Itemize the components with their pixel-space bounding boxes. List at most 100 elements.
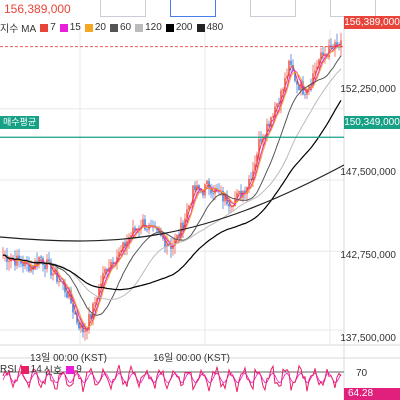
candle-body xyxy=(18,255,20,261)
ma-480-swatch xyxy=(196,23,205,32)
rsi-legend[interactable]: RSI 14 신호 9 xyxy=(0,362,82,377)
candle-body xyxy=(74,312,76,315)
candle-body xyxy=(52,273,54,276)
candle-body xyxy=(28,262,30,272)
ma-legend[interactable]: 지수 MA 7 15 20 60 120 200 480 xyxy=(0,20,223,35)
candle-body xyxy=(166,244,168,247)
candle-body xyxy=(142,219,144,228)
candle-body xyxy=(144,219,146,230)
toolbar-tab-3[interactable] xyxy=(250,0,296,17)
ma-legend-label: 지수 MA xyxy=(0,24,37,35)
candle-body xyxy=(212,193,214,195)
candle-body xyxy=(238,190,240,193)
candle-body xyxy=(40,256,42,259)
toolbar-tab-4[interactable] xyxy=(330,0,376,17)
candle-body xyxy=(282,89,284,91)
candle-body xyxy=(276,103,278,107)
candle-body xyxy=(8,260,10,262)
candle-body xyxy=(274,106,276,117)
candle-body xyxy=(322,52,324,56)
ma-480-line xyxy=(0,164,345,242)
candle-body xyxy=(188,205,190,210)
candle-body xyxy=(94,302,96,304)
ma-200-line xyxy=(3,99,342,291)
candle-body xyxy=(228,203,230,207)
ma-15-swatch xyxy=(59,23,68,32)
candle-body xyxy=(78,322,80,329)
candle-body xyxy=(148,224,150,230)
candle-body xyxy=(258,139,260,155)
candle-body xyxy=(304,94,306,96)
candle-body xyxy=(66,292,68,298)
toolbar-tab-1[interactable] xyxy=(100,0,146,17)
candle-body xyxy=(294,71,296,81)
candle-body xyxy=(266,123,268,136)
toolbar xyxy=(0,0,400,18)
candle-body xyxy=(260,139,262,142)
candle-body xyxy=(32,266,34,270)
price-axis-label: 137,500,000 xyxy=(340,333,396,344)
candle-body xyxy=(192,185,194,204)
ma-7-line xyxy=(3,43,342,332)
candle-body xyxy=(264,135,266,138)
ma-20-line xyxy=(3,44,342,329)
candle-body xyxy=(186,209,188,219)
candle-body xyxy=(198,185,200,190)
ma-120-swatch xyxy=(135,23,144,32)
candle-body xyxy=(118,252,120,257)
candle-body xyxy=(314,70,316,74)
candle-body xyxy=(10,259,12,261)
average-price-badge: 150,349,000 xyxy=(344,116,400,129)
candle-body xyxy=(20,260,22,264)
rsi-value-badge: 64.28 xyxy=(344,388,400,400)
candle-body xyxy=(102,273,104,284)
ma-60-swatch xyxy=(110,23,118,32)
candle-body xyxy=(268,123,270,127)
candle-body xyxy=(44,264,46,270)
candle-body xyxy=(58,281,60,282)
candle-body xyxy=(290,60,292,66)
candle-body xyxy=(288,60,290,77)
rsi-signal-swatch xyxy=(66,365,75,374)
candle-body xyxy=(134,227,136,231)
candle-body xyxy=(72,303,74,313)
candle-body xyxy=(100,283,102,287)
candle-body xyxy=(90,314,92,319)
candle-body xyxy=(98,286,100,299)
candle-body xyxy=(222,191,224,202)
rsi-label: RSI xyxy=(0,364,17,375)
candle-body xyxy=(244,190,246,195)
ma-7-period: 7 xyxy=(50,22,56,33)
candle-body xyxy=(104,268,106,274)
average-price-label: 매수평균 xyxy=(0,116,40,129)
candle-body xyxy=(30,266,32,272)
candle-body xyxy=(156,227,158,231)
candle-body xyxy=(170,245,172,250)
candle-body xyxy=(132,227,134,236)
candle-body xyxy=(128,237,130,242)
candle-body xyxy=(202,192,204,196)
candle-body xyxy=(130,235,132,238)
candle-body xyxy=(162,235,164,239)
toolbar-tab-2[interactable] xyxy=(170,0,216,17)
time-axis-label: 13일 00:00 (KST) xyxy=(30,353,108,364)
current-price-badge: 156,389,000 xyxy=(344,16,400,29)
candle-body xyxy=(236,192,238,198)
candle-body xyxy=(110,261,112,268)
candle-body xyxy=(6,254,8,262)
ma-15-period: 15 xyxy=(69,22,81,33)
ma-480-period: 480 xyxy=(206,22,224,33)
candle-body xyxy=(64,283,66,293)
candle-body xyxy=(54,269,56,274)
ma-20-swatch xyxy=(84,23,93,32)
candle-body xyxy=(254,163,256,171)
ma-60-period: 60 xyxy=(120,22,132,33)
candle-body xyxy=(14,258,16,266)
candle-body xyxy=(116,256,118,264)
candle-body xyxy=(328,45,330,58)
candle-body xyxy=(230,206,232,208)
candle-body xyxy=(334,42,336,49)
candle-body xyxy=(340,40,342,48)
time-axis-label: 16일 00:00 (KST) xyxy=(153,353,231,364)
